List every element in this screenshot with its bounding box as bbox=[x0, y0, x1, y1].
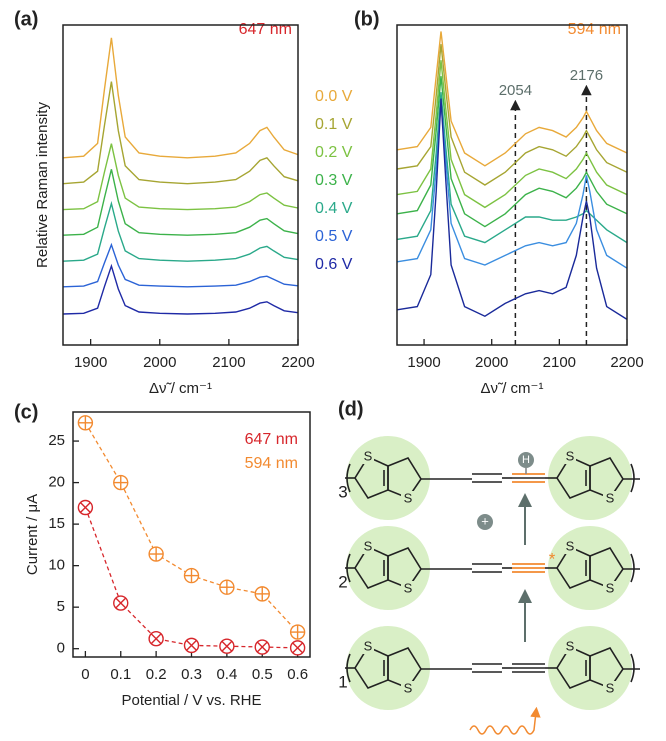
y-tick-label: 25 bbox=[48, 432, 65, 449]
panel-label: (d) bbox=[338, 398, 364, 420]
legend-label: 0.3 V bbox=[315, 172, 353, 189]
plot-frame bbox=[62, 24, 299, 346]
marker-line bbox=[79, 502, 91, 514]
marker bbox=[148, 631, 164, 647]
y-axis-label: Current / μA bbox=[24, 494, 41, 575]
x-axis-label: Δν̃ / cm⁻¹ bbox=[149, 380, 212, 397]
series-line bbox=[62, 81, 299, 185]
plot-frame bbox=[396, 24, 628, 346]
series-line bbox=[396, 101, 628, 269]
charge bbox=[477, 514, 493, 530]
panel-label: (b) bbox=[354, 8, 380, 30]
x-tick-label: 2000 bbox=[143, 354, 176, 371]
structure-label: 3 bbox=[338, 482, 347, 501]
hydrogen-label: H bbox=[522, 454, 530, 466]
photon bbox=[469, 706, 541, 735]
series-line bbox=[396, 44, 628, 186]
series-line bbox=[396, 31, 628, 167]
structure: * 2 bbox=[338, 526, 640, 610]
series-line bbox=[62, 242, 299, 288]
x-tick-label: 0.1 bbox=[110, 666, 131, 683]
x-tick-label: 0.3 bbox=[181, 666, 202, 683]
annotation-label: 2176 bbox=[570, 67, 603, 84]
x-tick-label: 0.5 bbox=[252, 666, 273, 683]
y-tick-label: 0 bbox=[57, 640, 65, 657]
x-tick-label: 2100 bbox=[543, 354, 576, 371]
x-tick-label: 1900 bbox=[74, 354, 107, 371]
plot-frame bbox=[72, 411, 311, 658]
x-tick-label: 0.2 bbox=[146, 666, 167, 683]
x-tick-label: 2200 bbox=[281, 354, 314, 371]
legend-label: 0.0 V bbox=[315, 88, 353, 105]
x-tick-label: 2200 bbox=[610, 354, 643, 371]
marker bbox=[219, 638, 235, 654]
legend-label: 0.6 V bbox=[315, 256, 353, 273]
x-tick-label: 1900 bbox=[407, 354, 440, 371]
marker bbox=[113, 474, 129, 491]
wavelength-label: 594 nm bbox=[568, 21, 621, 38]
marker-line bbox=[292, 642, 304, 654]
marker bbox=[254, 639, 270, 655]
x-axis-label: Potential / V vs. RHE bbox=[121, 692, 261, 709]
x-tick-label: 2100 bbox=[212, 354, 245, 371]
structure-label: 1 bbox=[338, 672, 347, 691]
marker bbox=[289, 624, 306, 640]
marker bbox=[77, 415, 94, 431]
marker bbox=[113, 595, 129, 611]
legend-label: 0.1 V bbox=[315, 116, 353, 133]
marker-line bbox=[186, 639, 197, 651]
diagram: (d) H 3 * 2 1 + bbox=[338, 398, 640, 735]
y-tick-label: 20 bbox=[48, 474, 65, 491]
structure-label: 2 bbox=[338, 572, 347, 591]
x-tick-label: 2000 bbox=[475, 354, 508, 371]
legend-label: 0.4 V bbox=[315, 200, 353, 217]
marker bbox=[148, 546, 164, 562]
wavelength-label: 647 nm bbox=[239, 21, 292, 38]
marker bbox=[254, 586, 270, 602]
marker bbox=[219, 579, 235, 595]
marker-line bbox=[256, 641, 268, 653]
x-tick-label: 0.4 bbox=[216, 666, 237, 683]
charge-label: + bbox=[481, 513, 489, 528]
radical-label: * bbox=[549, 549, 556, 568]
x-axis-label: Δν̃ / cm⁻¹ bbox=[481, 380, 544, 397]
series-line bbox=[396, 98, 628, 320]
series-line bbox=[62, 169, 299, 236]
series-line bbox=[396, 60, 628, 209]
y-tick-label: 5 bbox=[57, 598, 65, 615]
marker bbox=[183, 567, 200, 584]
marker-line bbox=[221, 640, 233, 652]
legend-label: 594 nm bbox=[245, 455, 298, 472]
marker bbox=[183, 637, 200, 654]
series-line bbox=[62, 37, 299, 159]
marker bbox=[289, 640, 306, 656]
series-line bbox=[62, 263, 299, 315]
y-tick-label: 15 bbox=[48, 515, 65, 532]
marker-line bbox=[115, 597, 127, 609]
series-line bbox=[62, 143, 299, 211]
annotation-label: 2054 bbox=[499, 82, 532, 99]
structure: H 3 bbox=[338, 436, 640, 520]
legend-label: 0.2 V bbox=[315, 144, 353, 161]
panel-label: (c) bbox=[14, 401, 38, 423]
legend-label: 0.5 V bbox=[315, 228, 353, 245]
series-line bbox=[62, 200, 299, 262]
marker-line bbox=[150, 633, 162, 645]
y-tick-label: 10 bbox=[48, 557, 65, 574]
x-tick-label: 0 bbox=[81, 666, 89, 683]
series-line bbox=[396, 76, 628, 228]
structure: 1 bbox=[338, 626, 640, 710]
marker bbox=[77, 499, 94, 516]
panel-label: (a) bbox=[14, 8, 38, 30]
y-axis-label: Relative Raman intensity bbox=[34, 102, 51, 268]
x-tick-label: 0.6 bbox=[287, 666, 308, 683]
legend-label: 647 nm bbox=[245, 431, 298, 448]
